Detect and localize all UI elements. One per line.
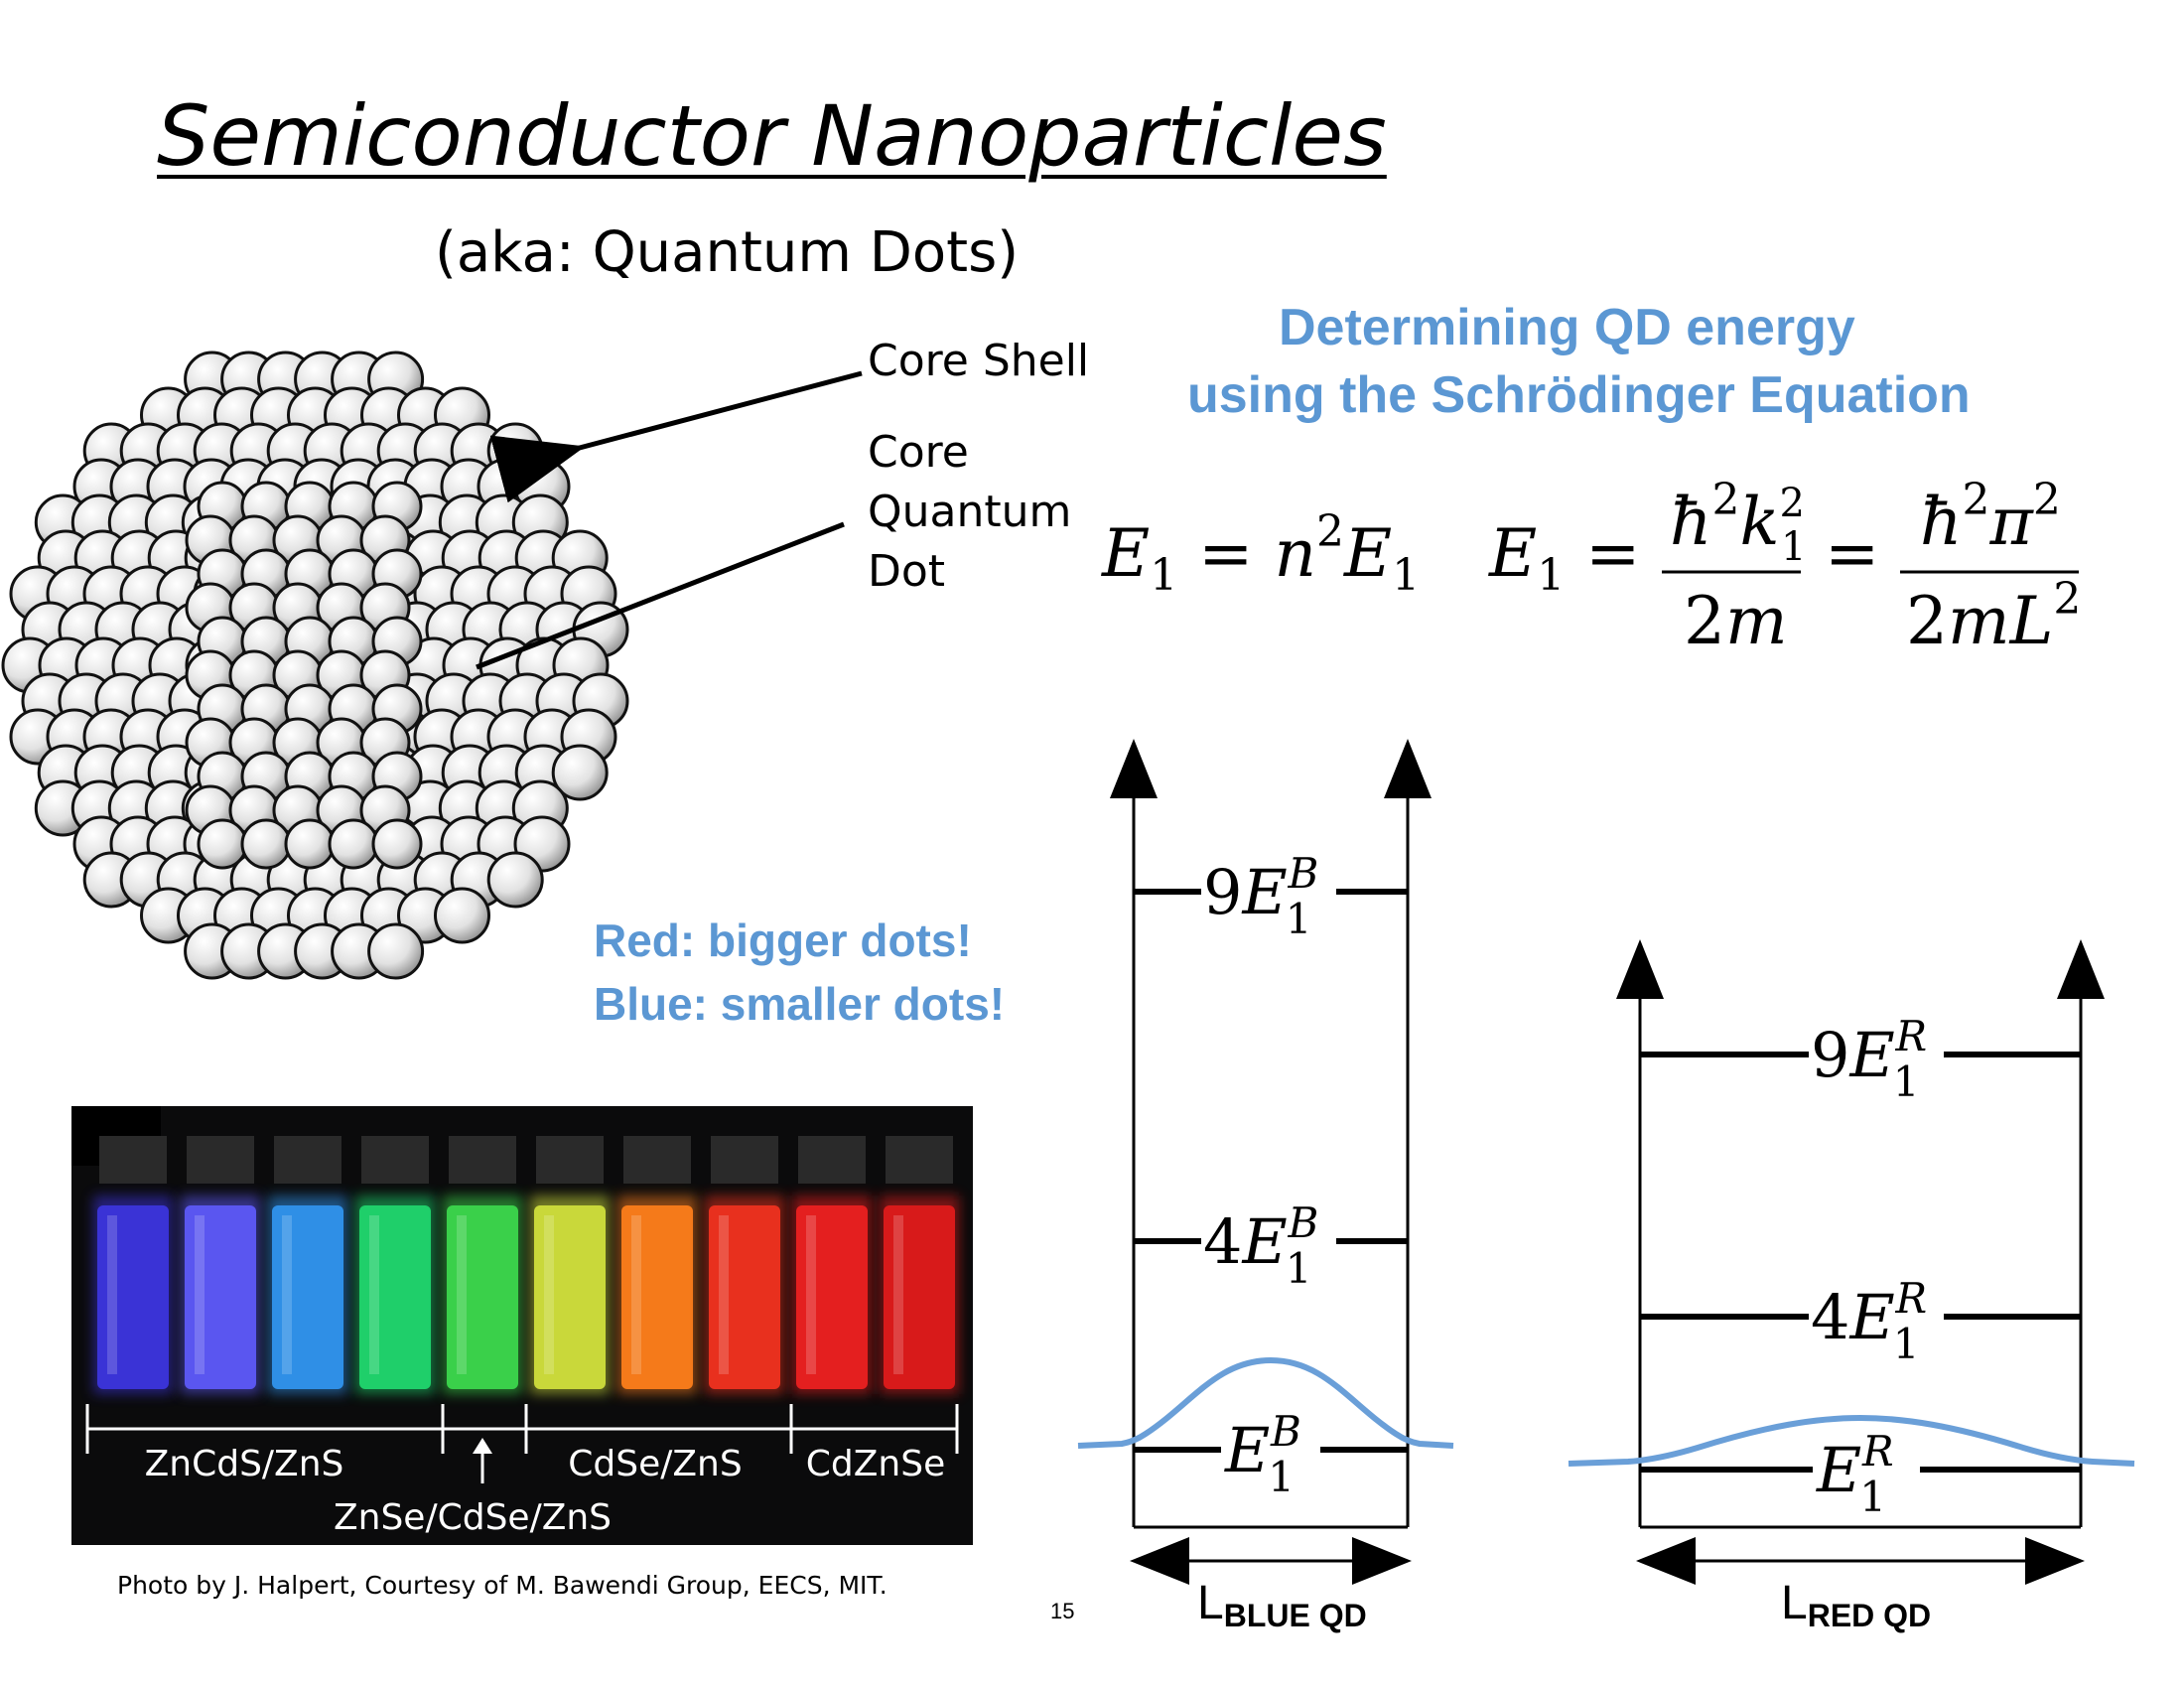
vial	[792, 1136, 872, 1394]
atom-sphere	[328, 818, 379, 870]
atom-sphere	[240, 818, 292, 870]
atom-sphere	[371, 818, 423, 870]
vial	[705, 1136, 784, 1394]
atom-sphere	[197, 818, 248, 870]
vial	[93, 1136, 173, 1394]
blue-level-1-label: E1B	[1224, 1407, 1301, 1501]
photo-credit: Photo by J. Halpert, Courtesy of M. Bawe…	[117, 1571, 887, 1600]
equation-schrodinger: E1 = ħ2k2 1 2m = ħ2π2 2mL2	[1488, 475, 2081, 659]
group-label-znse-cdse-zns: ZnSe/CdSe/ZnS	[334, 1497, 612, 1538]
core-shell-label: Core Shell	[868, 336, 1090, 386]
vial-row	[93, 1136, 959, 1394]
vial	[355, 1136, 435, 1394]
vial	[268, 1136, 347, 1394]
svg-text:2m: 2m	[1684, 583, 1788, 659]
blue-level-9-label: 9E1B	[1203, 849, 1318, 943]
atom-sphere	[367, 922, 425, 980]
red-note: Red: bigger dots!	[594, 914, 972, 966]
vial	[443, 1136, 522, 1394]
blue-wavefunction	[1077, 1356, 1454, 1449]
page-subtitle: (aka: Quantum Dots)	[435, 220, 1020, 285]
atom-sphere	[551, 744, 609, 801]
svg-text:2mL2: 2mL2	[1906, 574, 2081, 659]
blue-well: 9E1B 4E1B E1B LBLUE QD	[1077, 739, 1454, 1633]
vial	[617, 1136, 697, 1394]
atom-sphere	[486, 851, 544, 909]
core-pointer	[476, 521, 845, 670]
equation-n2: E1 = n2E1	[1101, 506, 1420, 601]
label-pointers	[476, 370, 863, 670]
svg-text:ħ2π2: ħ2π2	[1920, 475, 2061, 560]
energy-heading-line2: using the Schrödinger Equation	[1187, 366, 1971, 424]
core-label-line3: Dot	[868, 546, 946, 597]
core-label-line2: Quantum	[868, 487, 1072, 537]
atom-sphere	[284, 818, 336, 870]
core-label-line1: Core	[868, 427, 969, 478]
red-width-label: LRED QD	[1781, 1577, 1931, 1633]
red-level-4-label: 4E1R	[1811, 1274, 1927, 1368]
blue-note: Blue: smaller dots!	[594, 978, 1006, 1030]
group-label-cdznse: CdZnSe	[806, 1444, 945, 1484]
red-level-9-label: 9E1R	[1811, 1012, 1927, 1106]
vial	[181, 1136, 260, 1394]
svg-text:E1 =: E1 =	[1488, 515, 1640, 601]
energy-well-diagrams: 9E1B 4E1B E1B LBLUE QD 9E1R 4E1R E1R LRE…	[1077, 739, 2135, 1633]
red-wavefunction	[1568, 1414, 2135, 1467]
group-label-zncds: ZnCdS/ZnS	[145, 1444, 344, 1484]
core-shell-pointer	[489, 370, 863, 503]
vial	[530, 1136, 610, 1394]
blue-width-label: LBLUE QD	[1197, 1577, 1367, 1633]
vial	[880, 1136, 959, 1394]
energy-equations: E1 = n2E1 E1 = ħ2k2 1 2m = ħ2π2 2mL2	[1101, 475, 2081, 659]
atom-sphere	[434, 887, 490, 944]
red-well: 9E1R 4E1R E1R LRED QD	[1568, 939, 2135, 1633]
svg-text:E1 = n2E1: E1 = n2E1	[1101, 506, 1420, 601]
quantum-dot-vials-photo: ZnCdS/ZnS CdSe/ZnS CdZnSe ZnSe/CdSe/ZnS	[71, 1106, 973, 1545]
page-title: Semiconductor Nanoparticles	[157, 87, 1387, 185]
group-label-cdse: CdSe/ZnS	[568, 1444, 742, 1484]
svg-text:=: =	[1825, 515, 1879, 592]
energy-heading-line1: Determining QD energy	[1279, 299, 1855, 356]
page-number: 15	[1050, 1599, 1075, 1623]
blue-level-4-label: 4E1B	[1203, 1198, 1318, 1293]
red-level-1-label: E1R	[1816, 1427, 1894, 1521]
